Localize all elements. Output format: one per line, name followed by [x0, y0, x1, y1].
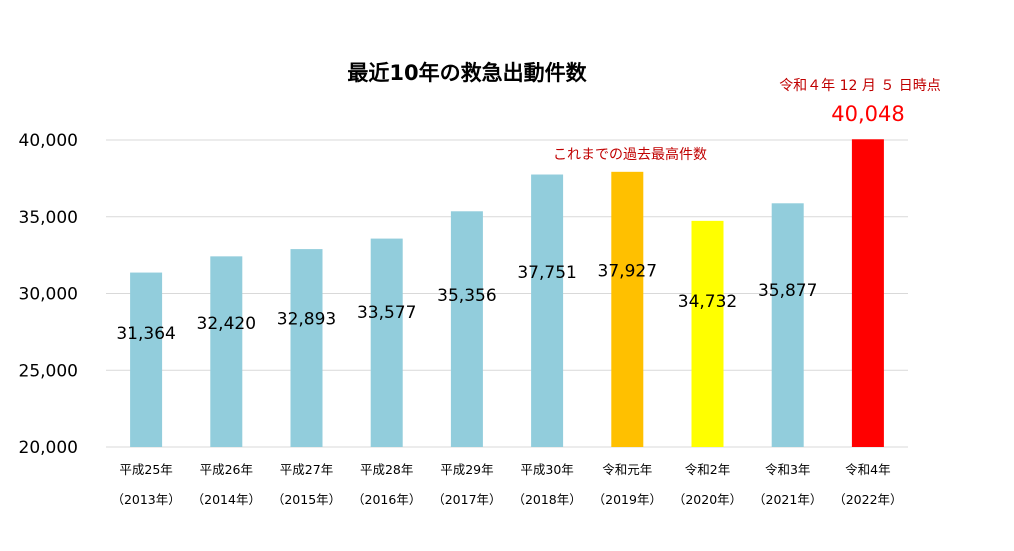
x-category-year-label: （2013年）: [111, 492, 180, 507]
x-category-label: 平成29年: [440, 462, 493, 477]
x-category-label: 平成30年: [520, 462, 573, 477]
x-category-year-label: （2018年）: [512, 492, 581, 507]
bar: [450, 211, 483, 447]
x-category-year-label: （2019年）: [593, 492, 662, 507]
x-axis-labels: 平成25年 （2013年） 平成26年 （2014年） 平成27年 （2015年） 平成28…: [111, 462, 902, 507]
y-tick-label: 20,000: [19, 438, 78, 458]
bar-value-label: 33,577: [357, 303, 416, 323]
chart-title: 最近10年の救急出動件数: [347, 61, 587, 85]
x-category-year-label: （2022年）: [833, 492, 902, 507]
y-axis-tick-labels: 20,000 25,000 30,000 35,000 40,000: [19, 131, 78, 458]
bar: [210, 256, 243, 447]
value-labels: 31,364 32,420 32,893 33,577 35,356 37,751 37,9…: [116, 261, 817, 343]
bar: [611, 171, 644, 447]
x-category-year-label: （2015年）: [272, 492, 341, 507]
bar-value-label: 32,420: [197, 314, 256, 334]
bar-value-label: 32,893: [277, 309, 336, 329]
bar-value-label: 35,877: [758, 281, 817, 301]
x-category-year-label: （2014年）: [192, 492, 261, 507]
x-category-label: 平成27年: [280, 462, 333, 477]
x-category-label: 令和元年: [602, 462, 652, 477]
x-category-year-label: （2021年）: [753, 492, 822, 507]
bar: [531, 174, 564, 447]
x-category-label: 平成28年: [360, 462, 413, 477]
x-category-year-label: （2020年）: [673, 492, 742, 507]
x-category-year-label: （2016年）: [352, 492, 421, 507]
bar: [370, 238, 403, 447]
x-category-year-label: （2017年）: [432, 492, 501, 507]
bar-value-label: 34,732: [678, 292, 737, 312]
record-annotation: これまでの過去最高件数: [553, 146, 707, 163]
bar-value-label: 35,356: [437, 286, 496, 306]
x-category-label: 平成26年: [200, 462, 253, 477]
bar: [691, 220, 724, 447]
bar: [130, 272, 163, 447]
bar: [771, 203, 804, 447]
y-tick-label: 35,000: [19, 208, 78, 228]
y-tick-label: 40,000: [19, 131, 78, 151]
bar: [851, 139, 884, 448]
bar-value-label: 31,364: [116, 324, 175, 344]
bars: [130, 139, 884, 448]
bar: [290, 249, 323, 447]
bar-value-label: 37,751: [517, 263, 576, 283]
latest-value-annotation: 40,048: [831, 102, 904, 126]
bar-value-label: 37,927: [598, 261, 657, 281]
y-tick-label: 25,000: [19, 361, 78, 381]
x-category-label: 令和3年: [765, 462, 810, 477]
latest-date-annotation: 令和４年 12 月 ５ 日時点: [779, 78, 941, 94]
x-category-label: 令和4年: [845, 462, 890, 477]
x-category-label: 平成25年: [119, 462, 172, 477]
y-tick-label: 30,000: [19, 285, 78, 305]
x-category-label: 令和2年: [685, 462, 730, 477]
